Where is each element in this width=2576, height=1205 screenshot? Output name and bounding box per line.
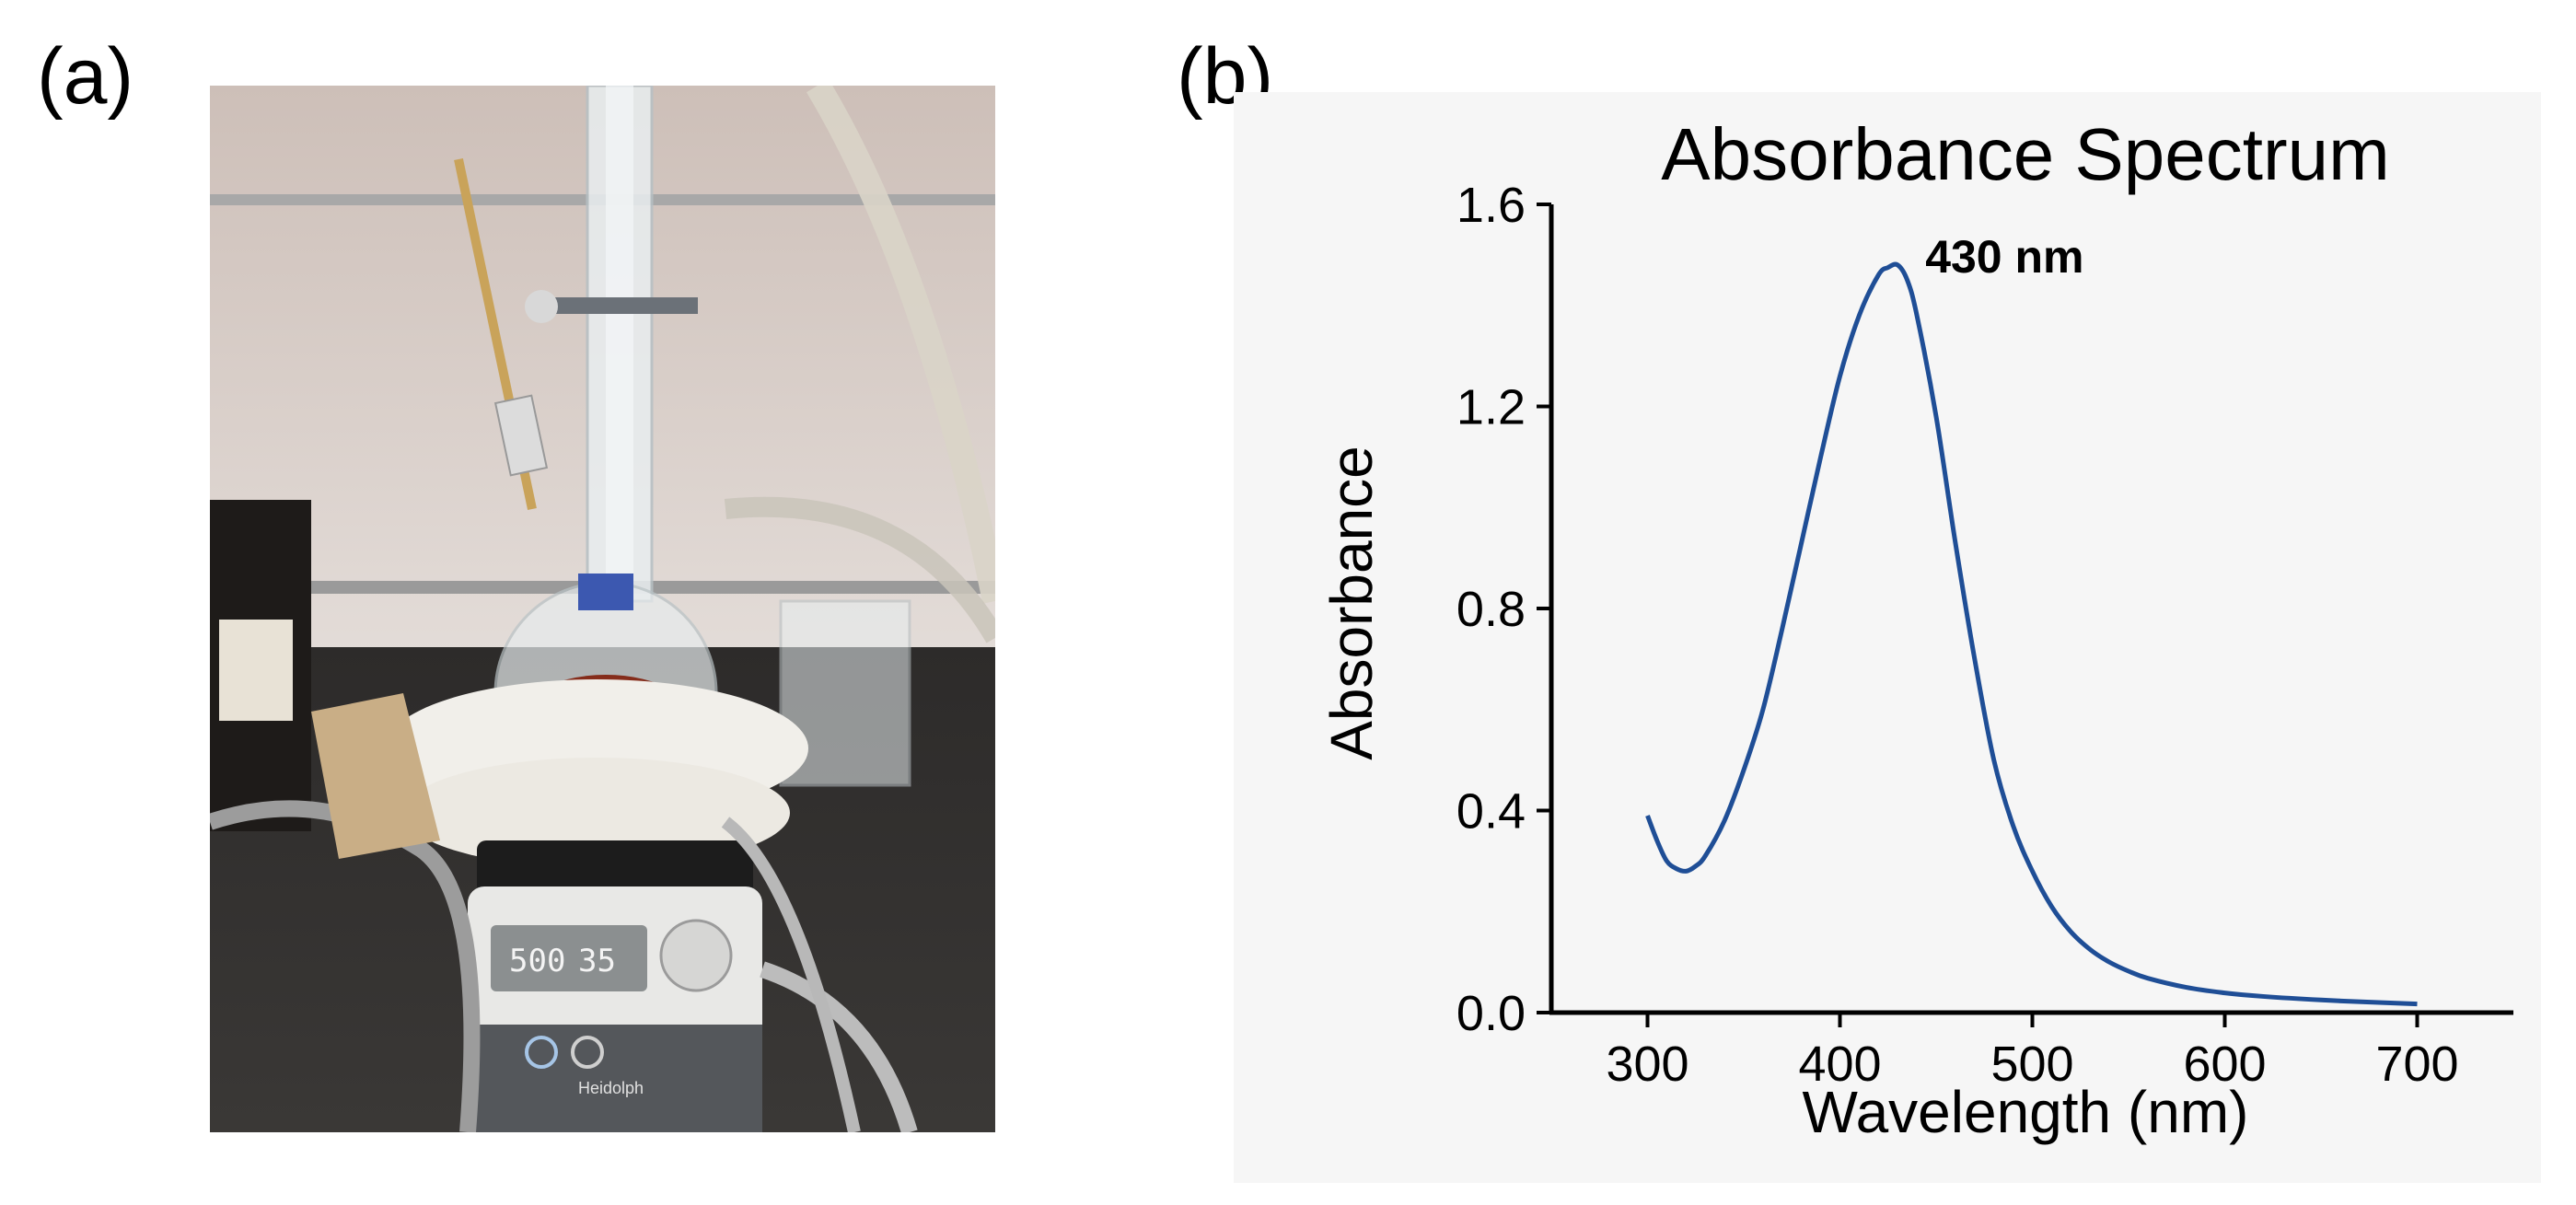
stirrer-knob [659,919,733,992]
stir-plate-top [477,840,753,896]
panel-label-a: (a) [37,32,134,121]
lab-setup-photo: 500 35 Heidolph [210,86,995,1132]
beaker [779,599,911,787]
x-axis-ticks: 300 400 500 600 700 [1606,1013,2459,1092]
cable [210,800,481,1132]
tubing [806,86,995,604]
annotation-group: 430 nm [1925,231,2083,283]
y-tick-label: 0.4 [1456,784,1526,840]
y-tick-label: 1.2 [1456,380,1526,435]
x-tick-label: 700 [2375,1037,2458,1092]
absorbance-chart: Absorbance Spectrum 0.0 0.4 0.8 1.2 1.6 300 4… [1318,113,2513,1145]
y-axis-title: Absorbance [1318,446,1385,760]
x-tick-label: 400 [1798,1037,1881,1092]
y-tick-label: 0.0 [1456,986,1526,1041]
x-tick-label: 300 [1606,1037,1688,1092]
paper-note [311,693,440,859]
absorbance-series-line [1645,261,2418,1007]
y-tick-label: 0.8 [1456,582,1526,637]
stirrer-display [491,925,647,991]
x-tick-label: 600 [2183,1037,2266,1092]
x-axis-title: Wavelength (nm) [1803,1079,2249,1145]
stirrer-brand: Heidolph [578,1079,644,1097]
mode-icon [571,1036,604,1069]
y-axis-ticks: 0.0 0.4 0.8 1.2 1.6 [1456,178,1551,1041]
bottle-label [219,620,293,721]
chart-title: Absorbance Spectrum [1661,113,2390,195]
joint-clip [578,574,633,610]
power-icon [525,1036,558,1069]
display-right-value: 35 [578,943,616,979]
absorbance-chart-panel: Absorbance Spectrum 0.0 0.4 0.8 1.2 1.6 300 4… [1234,92,2541,1183]
display-left-value: 500 [509,943,565,979]
x-tick-label: 500 [1990,1037,2073,1092]
y-tick-label: 1.6 [1456,178,1526,233]
lab-setup-illustration: 500 35 Heidolph [210,86,995,1132]
clamp [541,297,698,314]
peak-annotation: 430 nm [1925,231,2083,283]
series-group [1645,261,2418,1007]
